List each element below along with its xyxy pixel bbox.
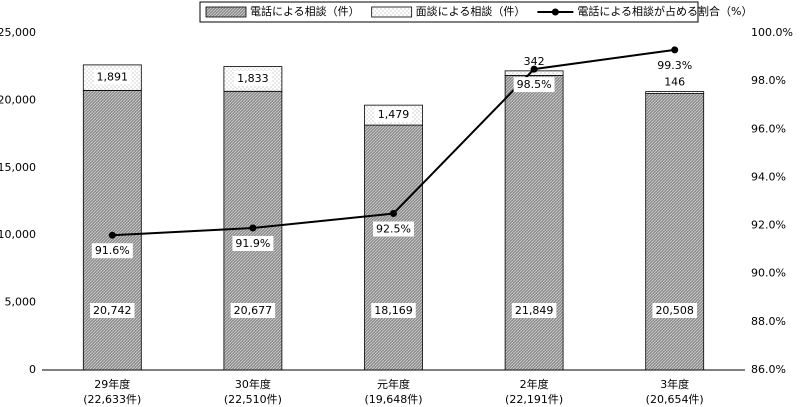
label-bg	[652, 303, 697, 318]
bar	[504, 75, 564, 371]
x-tick-label: 29年度	[94, 377, 130, 391]
y2-tick-label: 88.0%	[751, 315, 786, 328]
line-marker	[390, 210, 397, 218]
line-value-label: 98.5%	[517, 78, 552, 91]
line-marker	[530, 65, 538, 73]
bar	[364, 124, 423, 371]
y-tick-label: 25,000	[0, 26, 36, 39]
value-label: 18,169	[374, 304, 413, 317]
y-tick-label: 0	[29, 363, 36, 376]
line-value-label: 92.5%	[376, 223, 411, 236]
x-tick-label: 3年度	[660, 377, 689, 391]
line-value-label: 99.3%	[657, 59, 692, 72]
label-bg	[93, 69, 132, 85]
bar	[82, 89, 142, 371]
label-bg	[90, 303, 135, 318]
y-tick-label: 15,000	[0, 161, 36, 174]
label-bg	[234, 70, 272, 86]
y2-tick-label: 90.0%	[751, 267, 786, 280]
x-tick-label: 30年度	[235, 377, 271, 391]
y2-tick-label: 96.0%	[751, 122, 786, 135]
x-tick-note: (20,654件)	[646, 393, 704, 406]
label-bg	[654, 57, 696, 73]
x-tick-note: (19,648件)	[364, 393, 422, 406]
y2-tick-label: 98.0%	[751, 74, 786, 87]
value-label: 20,677	[234, 304, 273, 317]
y2-tick-label: 86.0%	[751, 363, 786, 376]
legend-marker	[551, 8, 559, 16]
legend-label: 電話による相談（件）	[250, 4, 360, 18]
legend-box	[199, 1, 699, 23]
line-marker	[671, 46, 679, 54]
label-bg	[371, 303, 416, 318]
line-value-label: 91.6%	[95, 244, 130, 257]
y-tick-label: 20,000	[0, 93, 36, 106]
line-marker	[249, 224, 257, 232]
legend-swatch	[205, 6, 247, 18]
y2-tick-label: 94.0%	[751, 170, 786, 183]
x-tick-note: (22,633件)	[83, 393, 141, 406]
legend-label: 面談による相談（件）	[416, 4, 526, 18]
value-label: 1,891	[97, 71, 129, 84]
value-label: 342	[524, 55, 545, 68]
label-bg	[511, 303, 557, 318]
y2-tick-label: 100.0%	[751, 26, 793, 39]
x-tick-note: (22,191件)	[505, 393, 563, 406]
y-tick-label: 10,000	[0, 228, 36, 241]
value-label: 21,849	[515, 304, 554, 317]
label-bg	[91, 243, 133, 259]
y-tick-label: 5,000	[5, 296, 37, 309]
line-marker	[108, 231, 116, 239]
x-tick-label: 元年度	[377, 377, 410, 391]
line-value-label: 91.9%	[235, 237, 270, 250]
value-label: 20,508	[655, 304, 694, 317]
x-tick-label: 2年度	[520, 377, 549, 391]
legend-swatch	[371, 6, 413, 18]
value-label: 146	[664, 76, 685, 89]
y2-tick-label: 92.0%	[751, 219, 786, 232]
legend-label: 電話による相談が占める割合（%）	[577, 4, 752, 18]
label-bg	[232, 235, 274, 251]
bar	[223, 66, 283, 92]
bar	[645, 91, 705, 94]
bar	[645, 93, 705, 371]
x-tick-note: (22,510件)	[224, 393, 282, 406]
value-label: 20,742	[93, 304, 132, 317]
label-bg	[373, 221, 414, 237]
label-bg	[230, 303, 276, 318]
label-bg	[374, 107, 413, 123]
value-label: 1,479	[378, 108, 410, 121]
label-bg	[513, 77, 555, 93]
value-label: 1,833	[237, 72, 269, 85]
